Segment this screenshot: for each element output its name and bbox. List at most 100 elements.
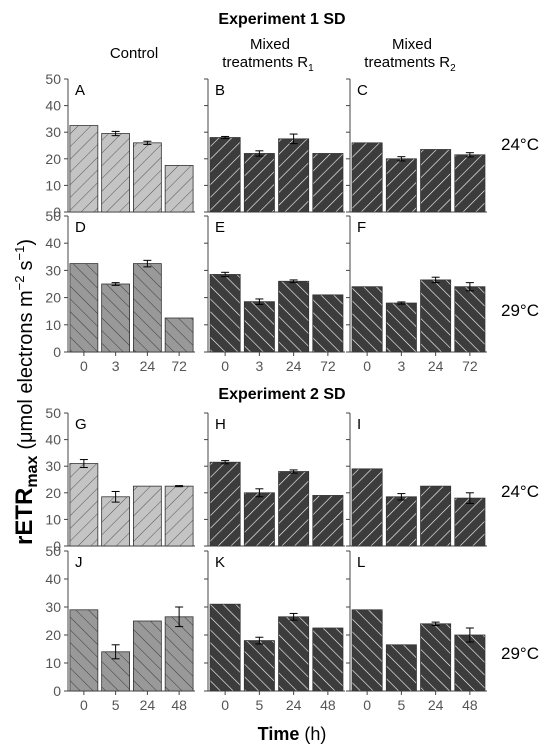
panel-k-x-tick-label: 48 xyxy=(320,697,336,713)
y-axis-label: rETRmax (μmol electrons m−2 s−1) xyxy=(11,239,41,545)
panel-h-letter: H xyxy=(215,416,226,433)
panel-j-x-tick-label: 24 xyxy=(140,697,156,713)
panel-d-y-tick-label: 20 xyxy=(45,290,61,306)
panel-h-bar xyxy=(312,495,344,547)
experiment-2-title: Experiment 2 SD xyxy=(218,386,345,403)
panel-b-bar xyxy=(209,137,241,213)
panel-k-bar xyxy=(312,627,344,692)
y-axis-label-exp2: −1 xyxy=(12,246,27,261)
panel-c-bar xyxy=(351,142,383,213)
panel-j-x-tick-label: 5 xyxy=(112,697,120,713)
panel-e-bar xyxy=(209,274,241,353)
panel-d-x-tick-label: 3 xyxy=(112,358,120,374)
y-axis-label-units: (μmol electrons m xyxy=(15,290,37,449)
column-header-r1-line2: treatments R1 xyxy=(222,54,314,74)
panel-l-bar xyxy=(351,609,383,692)
panel-i-bar xyxy=(385,496,417,547)
panel-d-y-tick-label: 0 xyxy=(53,344,61,360)
panel-f-x-tick-label: 72 xyxy=(462,358,478,374)
panel-k-bar xyxy=(278,616,310,692)
panel-g-bar xyxy=(164,485,194,547)
panel-d-x-tick-label: 72 xyxy=(171,358,187,374)
column-header-r2-text: treatments R xyxy=(364,54,450,71)
panel-l-bar xyxy=(385,644,417,692)
panel-f-bar xyxy=(420,279,452,353)
panel-d-bar xyxy=(101,283,130,353)
panel-g-bar xyxy=(69,463,99,547)
column-header-r2-line1: Mixed xyxy=(392,36,432,53)
column-header-r2-subscript: 2 xyxy=(450,63,456,74)
panel-j-letter: J xyxy=(75,554,83,571)
x-axis-label: Time (h) xyxy=(258,724,327,744)
panel-c-letter: C xyxy=(357,82,368,99)
panel-e-x-tick-label: 72 xyxy=(320,358,336,374)
panel-e-bar xyxy=(312,294,344,353)
column-header-control: Control xyxy=(110,45,158,62)
panel-g-y-tick-label: 0 xyxy=(53,538,61,554)
panel-c-bar xyxy=(385,158,417,213)
y-axis-label-main: rETR xyxy=(11,488,38,545)
panel-e-bar xyxy=(278,280,310,353)
x-axis-label-unit: (h) xyxy=(304,724,326,744)
panel-k-x-tick-label: 5 xyxy=(255,697,263,713)
panel-a-y-tick-label: 0 xyxy=(53,204,61,220)
row-label-exp1-24c: 24°C xyxy=(501,135,539,154)
panel-l-x-tick-label: 24 xyxy=(428,697,444,713)
panel-f-x-tick-label: 24 xyxy=(428,358,444,374)
x-axis-label-main: Time xyxy=(258,724,300,744)
panel-k-bar xyxy=(243,640,275,692)
panel-e-x-tick-label: 0 xyxy=(221,358,229,374)
panel-d-y-tick-label: 30 xyxy=(45,262,61,278)
panel-f-bar xyxy=(351,286,383,353)
panel-a-bar xyxy=(164,165,194,213)
panel-j-bar xyxy=(164,616,194,692)
panel-a-y-tick-label: 50 xyxy=(45,71,61,87)
y-axis-label-exp1: −2 xyxy=(12,275,27,290)
row-label-exp2-29c: 29°C xyxy=(501,644,539,663)
panel-d-bar xyxy=(69,263,99,353)
panel-l-x-tick-label: 48 xyxy=(462,697,478,713)
panel-e-x-tick-label: 3 xyxy=(255,358,263,374)
panel-e-bar xyxy=(243,301,275,353)
panel-a-y-tick-label: 10 xyxy=(45,177,61,193)
experiment-1-title: Experiment 1 SD xyxy=(218,11,345,28)
panel-d-x-tick-label: 24 xyxy=(140,358,156,374)
panel-g-bar xyxy=(101,496,130,547)
panel-b-bar xyxy=(243,153,275,213)
panel-d-y-tick-label: 50 xyxy=(45,208,61,224)
panel-l-x-tick-label: 5 xyxy=(397,697,405,713)
panel-j-y-tick-label: 0 xyxy=(53,683,61,699)
panel-a-bar xyxy=(69,125,99,213)
panel-j-y-tick-label: 30 xyxy=(45,599,61,615)
panel-b-bar xyxy=(278,138,310,213)
panel-f-letter: F xyxy=(357,219,366,236)
panel-d-letter: D xyxy=(75,219,86,236)
panel-f-x-tick-label: 3 xyxy=(397,358,405,374)
panel-k-bar xyxy=(209,603,241,692)
panel-j-y-tick-label: 20 xyxy=(45,627,61,643)
y-axis-label-subscript: max xyxy=(24,456,41,488)
panel-g-bar xyxy=(133,485,162,547)
panel-i-bar xyxy=(351,468,383,547)
panel-h-bar xyxy=(209,461,241,547)
panel-j-bar xyxy=(69,609,99,692)
panel-a-letter: A xyxy=(75,82,85,99)
panel-f-bar xyxy=(385,302,417,353)
panel-f-bar xyxy=(454,286,486,353)
panel-f-x-tick-label: 0 xyxy=(363,358,371,374)
row-label-exp2-24c: 24°C xyxy=(501,482,539,501)
panel-c-bar xyxy=(420,149,452,213)
panel-b-letter: B xyxy=(215,82,225,99)
column-header-r1-subscript: 1 xyxy=(308,63,314,74)
column-header-r2-line2: treatments R2 xyxy=(364,54,456,74)
panel-g-y-tick-label: 20 xyxy=(45,485,61,501)
panel-a-bar xyxy=(101,133,130,213)
panel-a-y-tick-label: 20 xyxy=(45,151,61,167)
panel-k-x-tick-label: 0 xyxy=(221,697,229,713)
column-header-r1-text: treatments R xyxy=(222,54,308,71)
row-label-exp1-29c: 29°C xyxy=(501,301,539,320)
panel-g-y-tick-label: 10 xyxy=(45,511,61,527)
panel-a-bar xyxy=(133,142,162,213)
